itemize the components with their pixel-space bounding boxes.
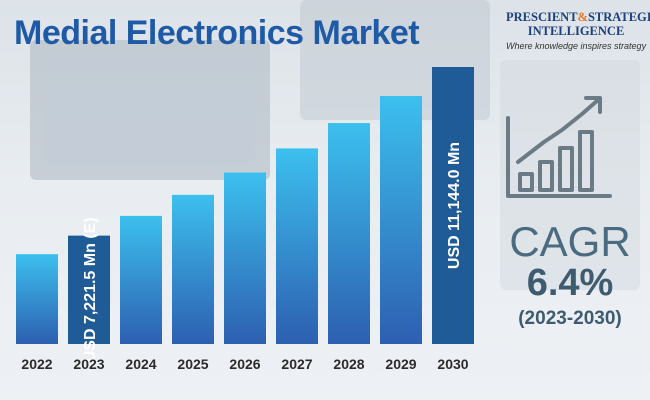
logo-line-1: PRESCIENT&STRATEGIC	[506, 10, 650, 25]
x-tick-2028: 2028	[333, 356, 364, 372]
bar-2029	[380, 95, 422, 344]
logo-word-strategic: STRATEGIC	[587, 10, 650, 24]
x-tick-2026: 2026	[229, 356, 260, 372]
x-tick-2024: 2024	[125, 356, 156, 372]
cagr-label: CAGR	[509, 218, 631, 265]
data-label-2030: USD 11,144.0 Mn	[446, 142, 463, 269]
x-tick-2022: 2022	[21, 356, 52, 372]
logo-line-2: INTELLIGENCE	[527, 24, 625, 38]
bar-2030	[432, 67, 474, 344]
x-tick-2029: 2029	[385, 356, 416, 372]
bar-2025	[172, 194, 214, 344]
logo-ampersand: &	[577, 10, 588, 24]
cagr-period: (2023-2030)	[518, 308, 622, 329]
data-label-2023: USD 7,221.5 Mn (E)	[82, 217, 99, 362]
chart-title: Medial Electronics Market	[14, 14, 420, 52]
company-logo: PRESCIENT&STRATEGIC INTELLIGENCE Where k…	[506, 10, 650, 51]
cagr-value: 6.4%	[526, 262, 614, 304]
bar-2027	[276, 148, 318, 344]
growth-bar-chart-arrow-icon	[506, 96, 612, 198]
x-tick-2027: 2027	[281, 356, 312, 372]
x-tick-2030: 2030	[437, 356, 468, 372]
x-tick-2023: 2023	[73, 356, 104, 372]
bar-2026	[224, 172, 266, 344]
bar-2024	[120, 215, 162, 344]
bar-2028	[328, 123, 370, 345]
bar-2023	[68, 235, 110, 344]
bar-2022	[16, 254, 58, 344]
logo-word-prescient: PRESCIENT	[506, 10, 578, 24]
x-tick-2025: 2025	[177, 356, 208, 372]
logo-tagline: Where knowledge inspires strategy	[506, 41, 647, 51]
